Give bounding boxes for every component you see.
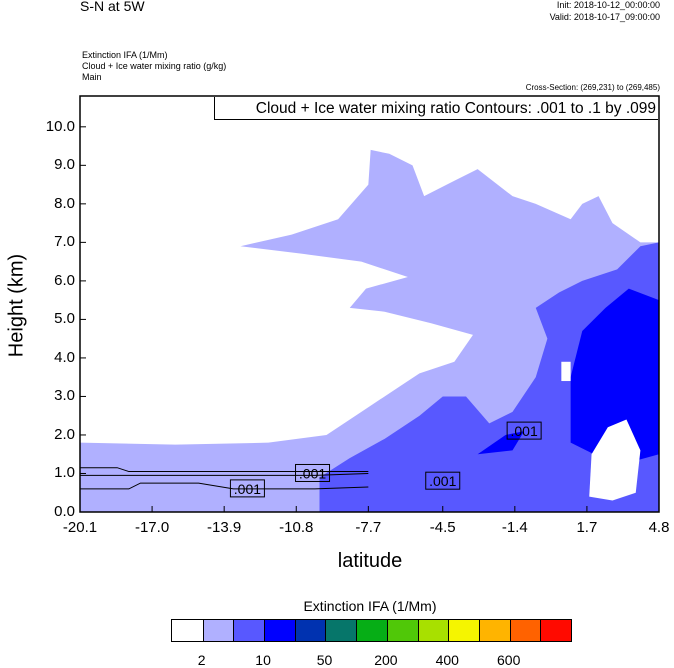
colorbar-label: 200: [374, 652, 398, 668]
x-tick-label: 4.8: [648, 519, 670, 536]
colorbar-label: 2: [197, 652, 206, 668]
x-tick-label: 1.7: [576, 519, 598, 536]
contour-label-1: .001: [299, 465, 326, 481]
colorbar-swatch: [386, 620, 418, 641]
contour-label-2: .001: [429, 473, 456, 489]
x-tick-label: -10.8: [279, 519, 314, 536]
contour-line-2: [80, 467, 369, 473]
colorbar-swatch: [233, 620, 265, 641]
cross-section-label: Cross-Section: (269,231) to (269,485): [525, 83, 660, 92]
fill-region-4: [589, 419, 641, 501]
fill-region-1: [319, 242, 659, 512]
colorbar-label: 50: [316, 652, 333, 668]
colorbar-swatch: [478, 620, 510, 641]
field-3: Main: [82, 72, 102, 82]
x-tick-label: -20.1: [62, 519, 98, 536]
y-tick-label: 2.0: [54, 425, 75, 443]
contour-label-0: .001: [234, 481, 261, 497]
fill-region-2: [570, 288, 659, 466]
colorbar-label: 400: [435, 652, 459, 668]
colorbar-swatch: [202, 620, 234, 641]
colorbar-swatch: [509, 620, 541, 641]
colorbar-label: 600: [497, 652, 521, 668]
contour-info-box: Cloud + Ice water mixing ratio Contours:…: [214, 97, 658, 120]
plot-frame: [79, 95, 660, 513]
contour-line-1: [80, 472, 369, 476]
colorbar-swatch: [356, 620, 387, 641]
valid-time: Valid: 2018-10-17_09:00:00: [549, 12, 660, 22]
y-tick-label: 7.0: [54, 233, 75, 251]
x-tick-label: -1.4: [501, 519, 528, 536]
colorbar-title: Extinction IFA (1/Mm): [303, 598, 437, 614]
colorbar-swatch: [264, 620, 295, 641]
y-tick-label: 10.0: [45, 117, 75, 135]
y-tick-label: 0.0: [54, 503, 75, 520]
x-tick-label: -17.0: [134, 519, 170, 536]
y-tick-label: 1.0: [54, 464, 75, 482]
x-axis-label: latitude: [337, 550, 403, 572]
colorbar-swatch: [540, 620, 571, 641]
colorbar-label: 10: [255, 652, 271, 668]
y-tick-label: 3.0: [54, 387, 75, 405]
colorbar-swatch: [294, 620, 326, 641]
colorbar-swatch: [448, 620, 479, 641]
contour-label-box-1: [295, 463, 331, 482]
init-time: Init: 2018-10-12_00:00:00: [556, 0, 660, 10]
colorbar-swatch: [325, 620, 357, 641]
contour-label-box-0: [229, 479, 265, 498]
field-2: Cloud + Ice water mixing ratio (g/kg): [82, 61, 227, 71]
colorbar-swatch: [417, 620, 449, 641]
y-tick-label: 5.0: [54, 310, 75, 328]
fill-region-5: [561, 361, 571, 382]
y-tick-label: 8.0: [54, 194, 75, 212]
contour-label-3: .001: [511, 423, 538, 439]
y-tick-label: 9.0: [54, 156, 75, 174]
x-tick-label: -7.7: [355, 519, 382, 536]
chart-title: S-N at 5W: [80, 0, 145, 14]
contour-label-box-2: [425, 471, 461, 490]
colorbar-swatch: [172, 620, 203, 641]
x-tick-label: -4.5: [429, 519, 456, 536]
x-tick-label: -13.9: [207, 519, 242, 536]
y-axis-label: Height (km): [5, 253, 28, 358]
contour-line-0: [80, 482, 369, 490]
fill-region-3: [477, 431, 525, 455]
y-tick-label: 4.0: [54, 348, 75, 366]
field-1: Extinction IFA (1/Mm): [82, 50, 168, 60]
colorbar: [171, 619, 572, 642]
contour-label-box-3: [506, 421, 542, 440]
y-tick-label: 6.0: [54, 271, 75, 289]
